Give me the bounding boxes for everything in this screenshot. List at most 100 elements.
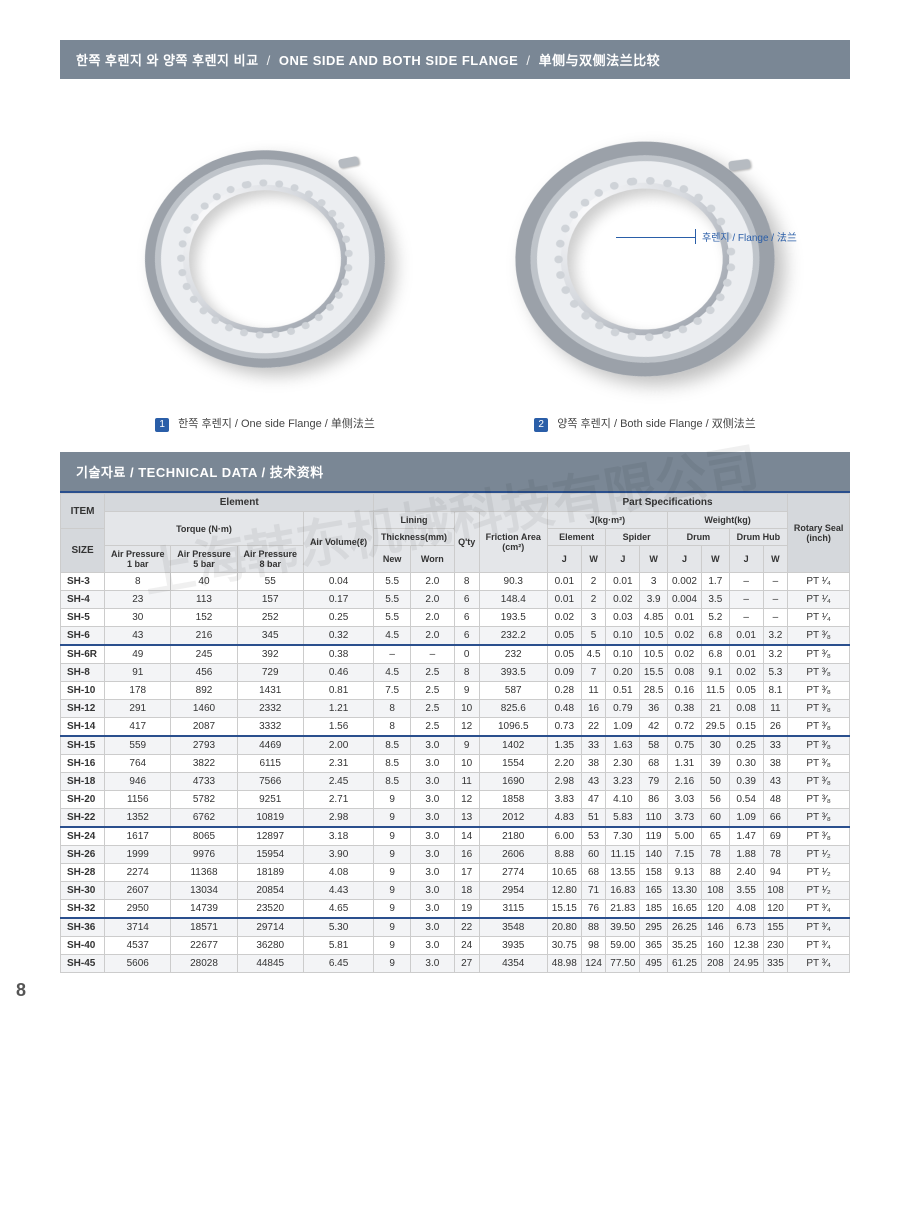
table-cell: 160 [701, 937, 729, 955]
table-cell: 27 [454, 955, 479, 973]
table-cell: 345 [237, 627, 303, 646]
figure-both-side: 후렌지 / Flange / 法兰 2 양쪽 후렌지 / Both side F… [475, 109, 815, 432]
table-cell: 295 [640, 918, 668, 937]
table-cell: 66 [763, 809, 788, 828]
table-cell: 2.31 [303, 755, 373, 773]
table-cell: SH-15 [61, 736, 105, 755]
table-cell: 2012 [479, 809, 547, 828]
table-cell: 1.7 [701, 573, 729, 591]
table-row: SH-14417208733321.5682.5121096.50.73221.… [61, 718, 850, 737]
table-cell: 35.25 [668, 937, 702, 955]
table-cell: 79 [640, 773, 668, 791]
table-cell: 2774 [479, 864, 547, 882]
table-row: SH-40453722677362805.8193.024393530.7598… [61, 937, 850, 955]
table-cell: 2.0 [411, 609, 455, 627]
table-cell: – [763, 591, 788, 609]
table-cell: 1.47 [729, 827, 763, 846]
table-cell: 15.5 [640, 664, 668, 682]
title-en: ONE SIDE AND BOTH SIDE FLANGE [279, 53, 518, 68]
table-cell: 4537 [105, 937, 171, 955]
th-dj: J [668, 546, 702, 573]
table-cell: 3.9 [640, 591, 668, 609]
table-row: SH-5301522520.255.52.06193.50.0230.034.8… [61, 609, 850, 627]
th-ap1: Air Pressure1 bar [105, 546, 171, 573]
table-cell: 8.1 [763, 682, 788, 700]
table-cell: 0.02 [606, 591, 640, 609]
table-row: SH-6R492453920.38––02320.054.50.1010.50.… [61, 645, 850, 664]
table-cell: PT ³⁄₈ [788, 736, 850, 755]
table-cell: 0.25 [729, 736, 763, 755]
table-cell: PT ¹⁄₂ [788, 846, 850, 864]
table-cell: 559 [105, 736, 171, 755]
table-cell: 3.83 [547, 791, 581, 809]
table-cell: 4.08 [303, 864, 373, 882]
table-cell: 59.00 [606, 937, 640, 955]
table-cell: 6.73 [729, 918, 763, 937]
table-cell: 36 [640, 700, 668, 718]
table-row: SH-16764382261152.318.53.01015542.20382.… [61, 755, 850, 773]
table-cell: 30.75 [547, 937, 581, 955]
title-bar: 한쪽 후렌지 와 양쪽 후렌지 비교 / ONE SIDE AND BOTH S… [60, 40, 850, 79]
table-cell: 4.10 [606, 791, 640, 809]
th-ap5: Air Pressure5 bar [171, 546, 237, 573]
table-cell: 13 [454, 809, 479, 828]
table-cell: SH-12 [61, 700, 105, 718]
table-cell: 9 [374, 882, 411, 900]
table-cell: 456 [171, 664, 237, 682]
table-cell: PT ³⁄₈ [788, 791, 850, 809]
table-cell: 0.46 [303, 664, 373, 682]
table-cell: 1156 [105, 791, 171, 809]
table-cell: 108 [701, 882, 729, 900]
table-cell: 0.79 [606, 700, 640, 718]
table-cell: 0.09 [547, 664, 581, 682]
table-row: SH-30260713034208544.4393.018295412.8071… [61, 882, 850, 900]
table-cell: 11.15 [606, 846, 640, 864]
table-cell: 11368 [171, 864, 237, 882]
table-cell: 39.50 [606, 918, 640, 937]
table-cell: 7.5 [374, 682, 411, 700]
table-cell: 3 [581, 609, 606, 627]
table-row: SH-4231131570.175.52.06148.40.0120.023.9… [61, 591, 850, 609]
table-cell: 0.48 [547, 700, 581, 718]
table-cell: 16 [454, 846, 479, 864]
table-cell: 28028 [171, 955, 237, 973]
table-cell: 8.5 [374, 773, 411, 791]
table-cell: 148.4 [479, 591, 547, 609]
table-cell: 0.01 [729, 645, 763, 664]
table-cell: 3332 [237, 718, 303, 737]
table-cell: 11 [763, 700, 788, 718]
table-cell: PT ³⁄₄ [788, 937, 850, 955]
th-rotary: Rotary Seal(inch) [788, 494, 850, 573]
table-cell: 1.09 [606, 718, 640, 737]
page-number: 8 [16, 980, 26, 1001]
table-cell: 0.01 [729, 627, 763, 646]
table-cell: 3.73 [668, 809, 702, 828]
table-cell: – [729, 573, 763, 591]
table-cell: 1.09 [729, 809, 763, 828]
table-cell: 0.02 [668, 627, 702, 646]
table-cell: 15.15 [547, 900, 581, 919]
table-cell: 587 [479, 682, 547, 700]
table-cell: 2.16 [668, 773, 702, 791]
table-cell: 65 [701, 827, 729, 846]
table-cell: 43 [581, 773, 606, 791]
table-cell: 13.55 [606, 864, 640, 882]
table-cell: 1617 [105, 827, 171, 846]
table-cell: 1402 [479, 736, 547, 755]
table-cell: 18571 [171, 918, 237, 937]
table-cell: 17 [454, 864, 479, 882]
table-cell: 9 [454, 682, 479, 700]
table-cell: SH-5 [61, 609, 105, 627]
table-cell: 42 [640, 718, 668, 737]
table-cell: 6115 [237, 755, 303, 773]
table-cell: 69 [763, 827, 788, 846]
table-cell: 76 [581, 900, 606, 919]
table-cell: SH-32 [61, 900, 105, 919]
table-cell: 6.45 [303, 955, 373, 973]
table-cell: 8065 [171, 827, 237, 846]
table-cell: 3822 [171, 755, 237, 773]
table-cell: 2.0 [411, 573, 455, 591]
table-cell: 11 [581, 682, 606, 700]
table-cell: SH-45 [61, 955, 105, 973]
table-cell: SH-26 [61, 846, 105, 864]
